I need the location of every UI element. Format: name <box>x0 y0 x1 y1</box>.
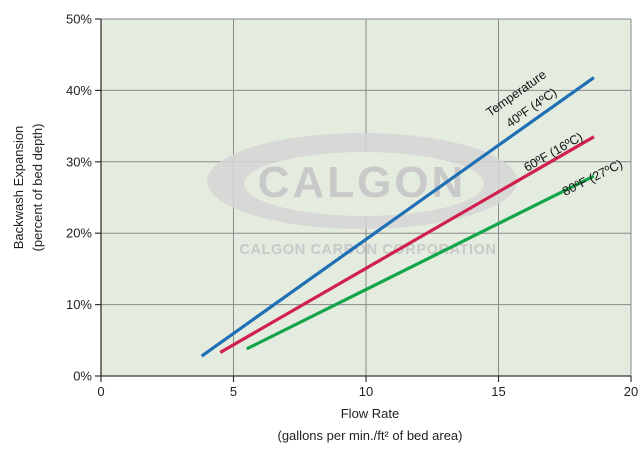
watermark-company-text: CALGON CARBON CORPORATION <box>239 242 496 258</box>
x-axis-sublabel: (gallons per min./ft² of bed area) <box>278 428 463 443</box>
y-tick-label: 20% <box>66 226 92 241</box>
y-tick-label: 10% <box>66 297 92 312</box>
x-tick-label: 20 <box>624 384 638 399</box>
y-axis-label: Backwash Expansion <box>11 126 26 250</box>
x-tick-label: 0 <box>97 384 104 399</box>
series-line-1 <box>219 135 595 354</box>
x-tick-label: 15 <box>491 384 505 399</box>
watermark-logo-text: CALGON <box>258 158 467 207</box>
y-tick-label: 50% <box>66 12 92 27</box>
y-axis-sublabel: (percent of bed depth) <box>30 124 45 252</box>
x-tick-label: 5 <box>230 384 237 399</box>
calgon-watermark: CALGON CALGON CARBON CORPORATION <box>207 133 517 258</box>
y-tick-label: 40% <box>66 83 92 98</box>
x-tick-labels: 0 5 10 15 20 <box>97 384 638 399</box>
y-tick-labels: 0% 10% 20% 30% 40% 50% <box>66 12 92 384</box>
y-tick-label: 30% <box>66 154 92 169</box>
series-lines <box>200 76 595 358</box>
series-line-0 <box>200 76 595 358</box>
axes <box>95 18 632 382</box>
y-tick-label: 0% <box>73 369 92 384</box>
series-line-2 <box>246 174 595 351</box>
x-axis-label: Flow Rate <box>341 406 400 421</box>
x-tick-label: 10 <box>359 384 373 399</box>
